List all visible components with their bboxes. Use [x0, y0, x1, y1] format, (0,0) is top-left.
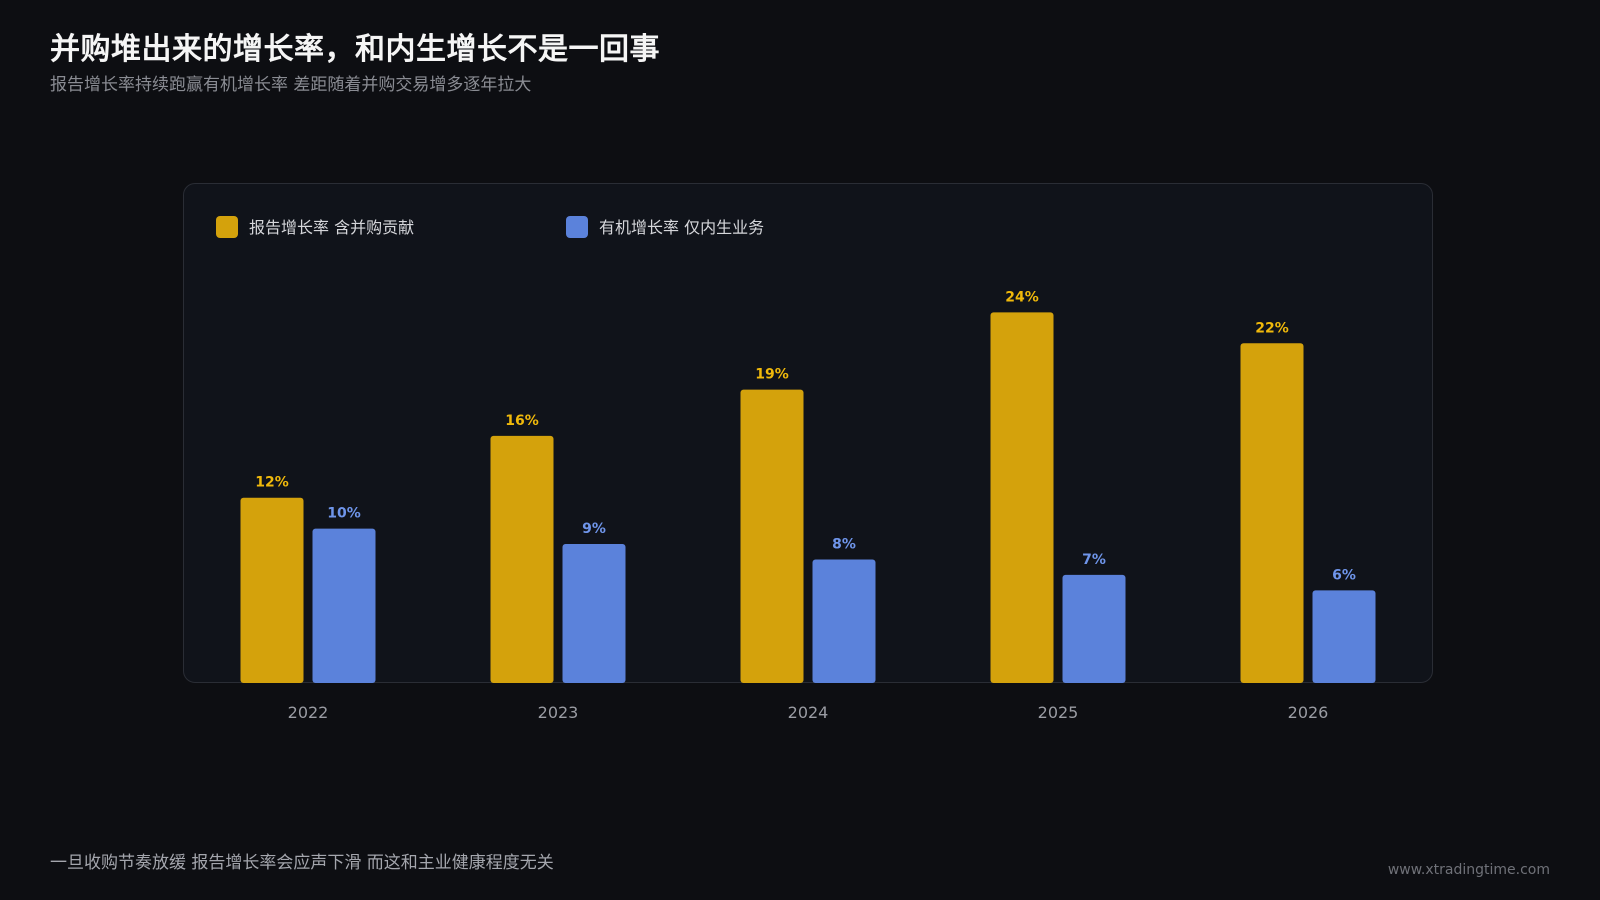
legend-swatch-reported	[216, 216, 238, 238]
bar-organic-2023	[562, 544, 626, 683]
bar-organic-2026	[1312, 590, 1376, 683]
bar-reported-2026	[1240, 343, 1304, 683]
x-tick-label-2024: 2024	[788, 703, 829, 722]
data-label-reported-2023: 16%	[505, 413, 539, 429]
data-label-reported-2025: 24%	[1005, 289, 1039, 305]
legend-label-reported: 报告增长率 含并购贡献	[249, 218, 414, 237]
data-label-organic-2025: 7%	[1082, 552, 1106, 568]
x-tick-label-2023: 2023	[538, 703, 579, 722]
bar-reported-2022	[240, 497, 304, 683]
bar-reported-2023	[490, 435, 554, 683]
x-tick-label-2026: 2026	[1288, 703, 1329, 722]
x-tick-label-2025: 2025	[1038, 703, 1079, 722]
legend-label-organic: 有机增长率 仅内生业务	[599, 218, 764, 237]
bar-organic-2024	[812, 559, 876, 683]
data-label-reported-2026: 22%	[1255, 320, 1289, 336]
page-subtitle: 报告增长率持续跑赢有机增长率 差距随着并购交易增多逐年拉大	[50, 75, 532, 95]
data-label-organic-2026: 6%	[1332, 567, 1356, 583]
legend-swatch-organic	[566, 216, 588, 238]
x-tick-label-2022: 2022	[288, 703, 329, 722]
watermark: www.xtradingtime.com	[1387, 862, 1550, 878]
chart-panel	[183, 183, 1433, 683]
data-label-organic-2022: 10%	[327, 506, 361, 522]
data-label-organic-2023: 9%	[582, 521, 606, 537]
data-label-reported-2022: 12%	[255, 475, 289, 491]
bar-reported-2024	[740, 389, 804, 683]
page-title: 并购堆出来的增长率，和内生增长不是一回事	[50, 32, 660, 67]
bar-reported-2025	[990, 312, 1054, 683]
data-label-organic-2024: 8%	[832, 536, 856, 552]
bar-organic-2022	[312, 528, 376, 683]
bar-organic-2025	[1062, 574, 1126, 683]
data-label-reported-2024: 19%	[755, 367, 789, 383]
footnote: 一旦收购节奏放缓 报告增长率会应声下滑 而这和主业健康程度无关	[50, 853, 554, 873]
